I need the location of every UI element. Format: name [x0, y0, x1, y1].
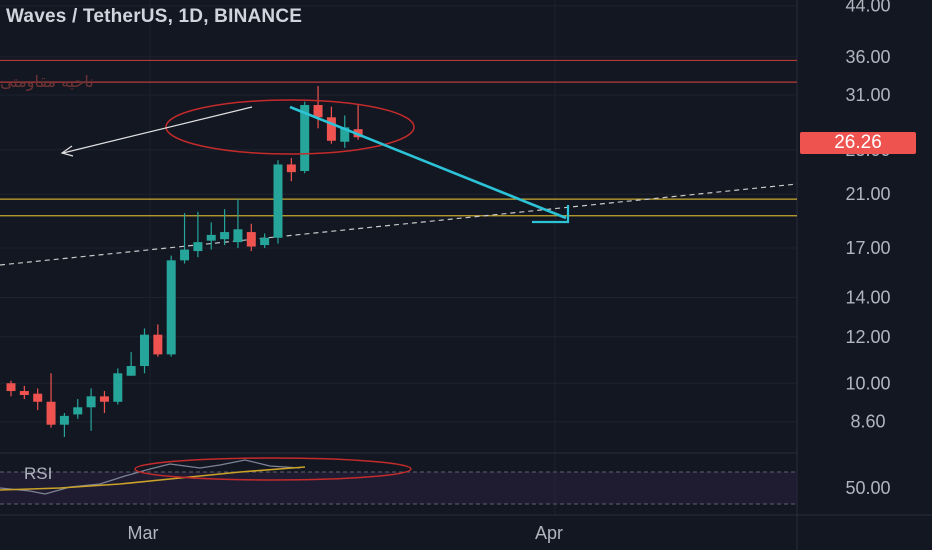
- candle-body: [313, 105, 323, 118]
- rsi-band: [0, 472, 797, 504]
- resistance-zone-label: ناحیه مقاومتی: [0, 72, 94, 91]
- candle-body: [193, 242, 203, 252]
- candle-body: [233, 229, 243, 243]
- candle-body: [86, 396, 96, 408]
- time-tick-label: Apr: [535, 523, 563, 543]
- candle-body: [260, 237, 270, 246]
- annotation-arrow-head: [60, 145, 74, 157]
- price-tick-label: 17.00: [845, 238, 890, 258]
- highlight-ellipse-top: [165, 99, 415, 155]
- candle-body: [340, 127, 350, 142]
- candle-body: [140, 334, 149, 367]
- candle-body: [180, 249, 190, 261]
- candle-body: [99, 396, 109, 402]
- price-tick-label: 31.00: [845, 85, 890, 105]
- candle-body: [59, 415, 69, 425]
- annotation-arrow: [62, 106, 253, 154]
- candle-body: [6, 383, 16, 392]
- candle-body: [153, 334, 163, 355]
- price-tick-label: 14.00: [845, 288, 890, 308]
- candle-body: [286, 164, 296, 173]
- candle-body: [246, 232, 256, 247]
- candle-body: [326, 117, 336, 141]
- candle-body: [300, 105, 310, 172]
- candle-body: [113, 373, 123, 402]
- last-price-badge[interactable]: 26.26: [800, 132, 916, 154]
- forecast-arrow-head: [532, 205, 570, 224]
- price-tick-label: 12.00: [845, 327, 890, 347]
- candle-body: [206, 234, 216, 241]
- rsi-tick-label: 50.00: [845, 478, 890, 498]
- rsi-line: [0, 459, 301, 495]
- trend-line-dashed: [0, 183, 798, 266]
- candle-body: [33, 393, 43, 402]
- highlight-ellipse-rsi: [134, 457, 412, 481]
- candle-body: [73, 407, 83, 415]
- price-tick-label: 10.00: [845, 373, 890, 393]
- price-tick-label: 36.00: [845, 47, 890, 67]
- candle-body: [19, 391, 29, 396]
- rsi-ma-line: [0, 466, 306, 491]
- price-tick-label: 44.00: [845, 0, 890, 16]
- chart-title: Waves / TetherUS, 1D, BINANCE: [6, 6, 303, 27]
- price-tick-label: 8.60: [850, 412, 885, 432]
- candle-body: [220, 232, 230, 240]
- candle-body: [126, 366, 136, 376]
- time-tick-label: Mar: [128, 523, 159, 543]
- candle-body: [166, 260, 176, 355]
- candle-body: [46, 401, 56, 425]
- rsi-label: RSI: [24, 464, 53, 483]
- candle-body: [273, 164, 283, 238]
- price-tick-label: 21.00: [845, 184, 890, 204]
- forecast-line: [289, 105, 567, 220]
